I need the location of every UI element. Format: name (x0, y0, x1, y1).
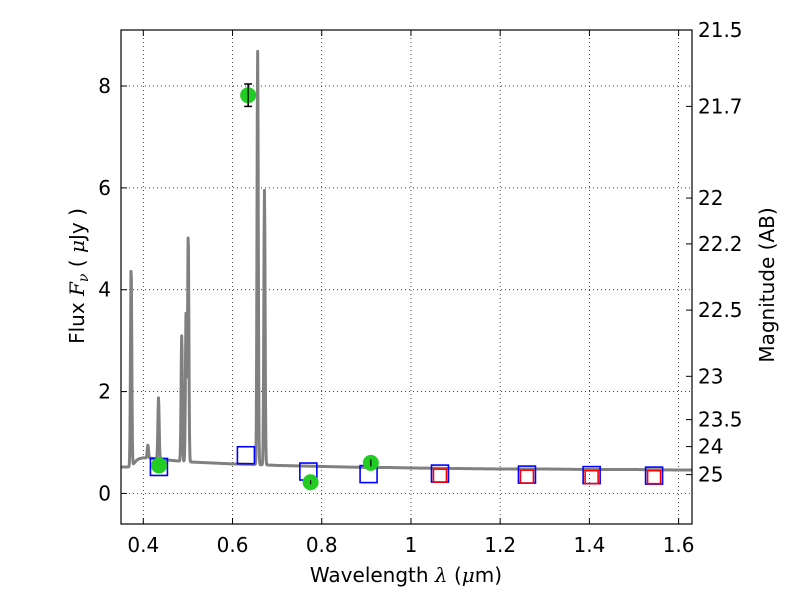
spectrum-line (119, 49, 694, 472)
x-tick-label: 0.8 (306, 533, 338, 557)
x-tick-label: 1.2 (484, 533, 516, 557)
spectrum (119, 49, 694, 472)
observed-point (150, 457, 167, 474)
right-tick-label: 25 (698, 463, 723, 487)
model-point-red (519, 469, 535, 484)
x-tick-label: 0.6 (217, 533, 249, 557)
x-tick-label: 1 (405, 533, 418, 557)
y-axis-right-label: Magnitude (AB) (755, 207, 779, 362)
right-tick-label: 22.2 (698, 232, 743, 256)
y-tick-label: 6 (98, 176, 111, 200)
right-tick-label: 22.5 (698, 298, 743, 322)
x-tick-label: 1.4 (573, 533, 605, 557)
model-points-red (432, 468, 662, 485)
model-point-red (584, 469, 599, 485)
y-tick-label: 0 (98, 481, 111, 505)
y-axis-label: Flux Fν ( μJy ) (65, 208, 92, 344)
right-tick-label: 23.5 (698, 408, 743, 432)
right-tick-label: 22 (698, 186, 723, 210)
y-tick-label: 8 (98, 74, 111, 98)
y-tick-label: 2 (98, 380, 111, 404)
tick-labels: 0.4 0.6 0.8 1 1.2 1.4 1.60246821.521.72222.222… (98, 18, 742, 557)
model-points-blue (149, 445, 664, 485)
model-point-blue (236, 445, 256, 465)
model-point-red (646, 469, 662, 485)
x-tick-label: 1.6 (663, 533, 695, 557)
observed-points (150, 83, 379, 491)
y-tick-label: 4 (98, 278, 111, 302)
right-tick-label: 23 (698, 364, 723, 388)
right-tick-label: 21.7 (698, 94, 743, 118)
model-point-red (432, 468, 448, 483)
x-tick-label: 0.4 (127, 533, 159, 557)
right-tick-label: 24 (698, 435, 723, 459)
ticks (121, 29, 692, 524)
grid (121, 30, 692, 524)
x-axis-label: Wavelength λ (μm) (310, 563, 502, 587)
plot-frame (120, 29, 693, 525)
right-tick-label: 21.5 (698, 18, 743, 42)
